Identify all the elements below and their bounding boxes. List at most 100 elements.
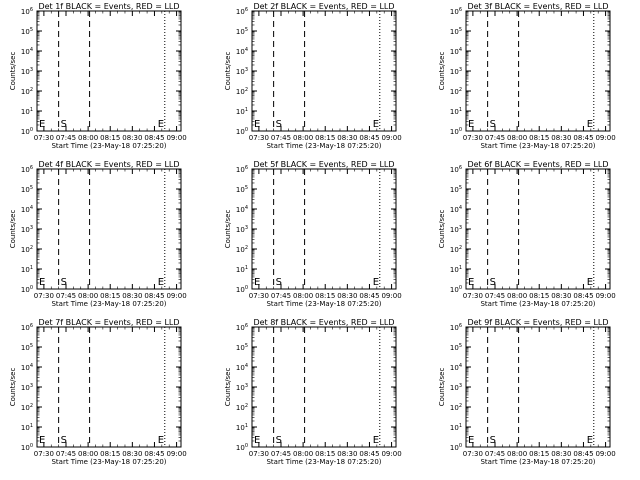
x-tick-label: 08:45 xyxy=(359,450,379,458)
x-tick-label: 08:45 xyxy=(573,134,593,142)
y-tick-label: 105 xyxy=(21,185,33,194)
y-tick-base: 10 xyxy=(236,344,245,352)
y-tick-label: 101 xyxy=(236,423,248,432)
y-tick-label: 102 xyxy=(236,87,248,96)
y-tick-exp: 1 xyxy=(459,423,462,429)
y-tick-base: 10 xyxy=(21,266,30,274)
panel-title: Det 6f BLACK = Events, RED = LLD xyxy=(467,160,608,169)
det-panel: Det 4f BLACK = Events, RED = LLD10010110… xyxy=(9,160,187,308)
y-tick-label: 105 xyxy=(21,27,33,36)
x-tick-label: 07:30 xyxy=(249,292,269,300)
x-tick-label: 08:45 xyxy=(573,292,593,300)
y-tick-exp: 3 xyxy=(245,225,248,231)
y-tick-label: 105 xyxy=(450,27,462,36)
y-tick-base: 10 xyxy=(236,128,245,136)
y-tick-label: 101 xyxy=(21,107,33,116)
start-marker-label: S xyxy=(276,277,282,288)
y-tick-exp: 1 xyxy=(459,107,462,113)
y-tick-exp: 3 xyxy=(245,67,248,73)
det-panel: Det 3f BLACK = Events, RED = LLD10010110… xyxy=(438,2,616,150)
x-tick-label: 09:00 xyxy=(595,134,615,142)
y-tick-base: 10 xyxy=(236,266,245,274)
x-tick-label: 08:30 xyxy=(337,292,357,300)
y-tick-label: 105 xyxy=(450,185,462,194)
x-tick-label: 08:15 xyxy=(529,134,549,142)
y-tick-exp: 1 xyxy=(30,423,33,429)
start-marker-label: E xyxy=(39,119,45,130)
start-marker-label: E xyxy=(468,119,474,130)
x-tick-label: 08:15 xyxy=(529,292,549,300)
x-tick-label: 08:45 xyxy=(573,450,593,458)
y-tick-exp: 5 xyxy=(30,343,33,349)
y-tick-exp: 5 xyxy=(459,343,462,349)
y-tick-label: 101 xyxy=(21,423,33,432)
y-tick-exp: 0 xyxy=(459,285,462,291)
x-tick-label: 08:00 xyxy=(507,450,527,458)
x-tick-label: 08:30 xyxy=(122,450,142,458)
y-tick-label: 105 xyxy=(236,27,248,36)
x-tick-label: 08:45 xyxy=(144,292,164,300)
y-tick-exp: 1 xyxy=(30,265,33,271)
y-tick-base: 10 xyxy=(450,266,459,274)
y-tick-base: 10 xyxy=(21,28,30,36)
y-tick-exp: 2 xyxy=(245,403,248,409)
y-tick-base: 10 xyxy=(236,88,245,96)
y-tick-label: 106 xyxy=(21,7,33,16)
y-tick-base: 10 xyxy=(21,246,30,254)
y-tick-exp: 6 xyxy=(245,7,248,13)
y-tick-label: 105 xyxy=(236,343,248,352)
y-tick-exp: 1 xyxy=(30,107,33,113)
x-tick-label: 07:30 xyxy=(34,292,54,300)
start-marker-label: E xyxy=(254,277,260,288)
y-tick-base: 10 xyxy=(450,344,459,352)
x-tick-label: 08:30 xyxy=(551,450,571,458)
y-tick-exp: 1 xyxy=(459,265,462,271)
x-tick-label: 08:00 xyxy=(78,292,98,300)
y-tick-label: 100 xyxy=(236,443,248,452)
y-tick-exp: 5 xyxy=(245,185,248,191)
y-tick-exp: 1 xyxy=(245,423,248,429)
x-tick-label: 08:30 xyxy=(337,450,357,458)
y-tick-label: 103 xyxy=(450,383,462,392)
x-tick-label: 07:45 xyxy=(485,450,505,458)
y-tick-label: 103 xyxy=(236,383,248,392)
y-tick-label: 106 xyxy=(236,7,248,16)
x-tick-label: 09:00 xyxy=(166,450,186,458)
x-tick-label: 08:15 xyxy=(100,292,120,300)
x-tick-label: 07:45 xyxy=(56,292,76,300)
y-tick-exp: 6 xyxy=(459,323,462,329)
y-tick-base: 10 xyxy=(236,48,245,56)
y-tick-label: 104 xyxy=(236,363,248,372)
y-tick-exp: 5 xyxy=(459,185,462,191)
panel-title: Det 7f BLACK = Events, RED = LLD xyxy=(38,318,179,327)
x-tick-label: 09:00 xyxy=(595,450,615,458)
y-axis-label: Counts/sec xyxy=(438,210,446,249)
x-tick-label: 07:45 xyxy=(485,134,505,142)
y-tick-label: 100 xyxy=(236,285,248,294)
y-tick-base: 10 xyxy=(21,68,30,76)
y-tick-exp: 4 xyxy=(30,363,33,369)
x-tick-label: 08:00 xyxy=(507,292,527,300)
y-tick-base: 10 xyxy=(236,384,245,392)
y-tick-exp: 2 xyxy=(245,87,248,93)
y-tick-base: 10 xyxy=(21,88,30,96)
y-tick-base: 10 xyxy=(450,444,459,452)
panel-title: Det 2f BLACK = Events, RED = LLD xyxy=(253,2,394,11)
x-tick-label: 07:30 xyxy=(463,134,483,142)
y-tick-label: 105 xyxy=(21,343,33,352)
y-tick-label: 104 xyxy=(21,47,33,56)
y-tick-base: 10 xyxy=(236,324,245,332)
y-tick-base: 10 xyxy=(21,48,30,56)
panel-title: Det 1f BLACK = Events, RED = LLD xyxy=(38,2,179,11)
start-marker-label: S xyxy=(61,435,67,446)
y-tick-base: 10 xyxy=(450,128,459,136)
y-tick-label: 102 xyxy=(450,87,462,96)
y-tick-exp: 3 xyxy=(30,67,33,73)
y-tick-label: 104 xyxy=(236,205,248,214)
y-tick-exp: 0 xyxy=(245,443,248,449)
x-axis-label: Start Time (23-May-18 07:25:20) xyxy=(51,300,166,308)
y-tick-exp: 4 xyxy=(245,205,248,211)
y-axis-label: Counts/sec xyxy=(438,368,446,407)
start-marker-label: E xyxy=(254,435,260,446)
